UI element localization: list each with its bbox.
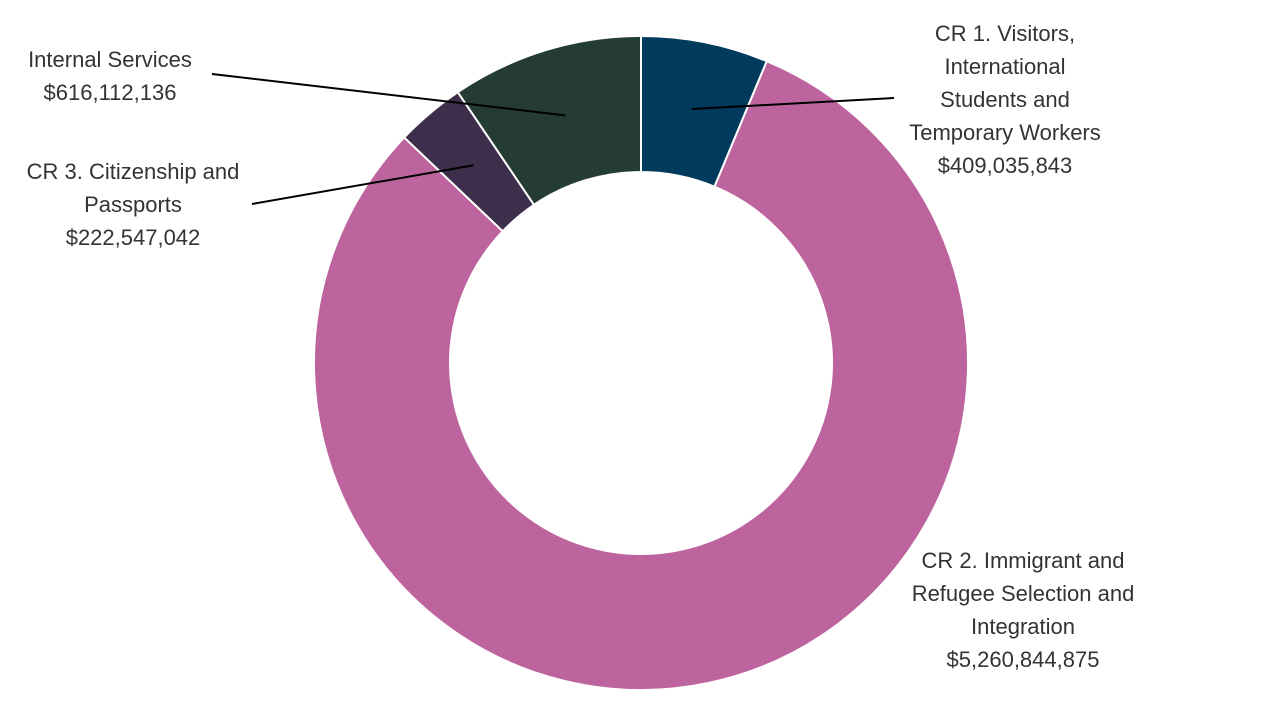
label-cr3-citizenship: CR 3. Citizenship and Passports $222,547… (0, 155, 266, 254)
label-line: CR 1. Visitors, (934, 21, 1076, 46)
leader-line-cr1 (691, 97, 895, 111)
label-cr1-visitors: CR 1. Visitors, International Students a… (880, 17, 1130, 182)
label-line: Temporary Workers (909, 120, 1101, 145)
label-cr2-immigrant-refugee: CR 2. Immigrant and Refugee Selection an… (873, 544, 1173, 676)
label-line: CR 3. Citizenship and (26, 159, 240, 184)
label-line: CR 2. Immigrant and (921, 548, 1125, 573)
label-line: International (944, 54, 1066, 79)
slice-cr2 (313, 59, 969, 691)
label-internal-services: Internal Services $616,112,136 (0, 43, 220, 109)
label-line: Integration (971, 614, 1075, 639)
label-line: Internal Services (28, 47, 192, 72)
label-line: Students and (940, 87, 1070, 112)
value-label: $222,547,042 (65, 225, 201, 250)
leader-line-internal-services (211, 73, 566, 117)
value-label: $409,035,843 (937, 153, 1073, 178)
value-label: $5,260,844,875 (946, 647, 1100, 672)
slice-internal-services (456, 34, 642, 207)
label-line: Refugee Selection and (911, 581, 1135, 606)
value-label: $616,112,136 (43, 80, 177, 105)
leader-line-cr3 (251, 164, 474, 205)
label-line: Passports (84, 192, 182, 217)
